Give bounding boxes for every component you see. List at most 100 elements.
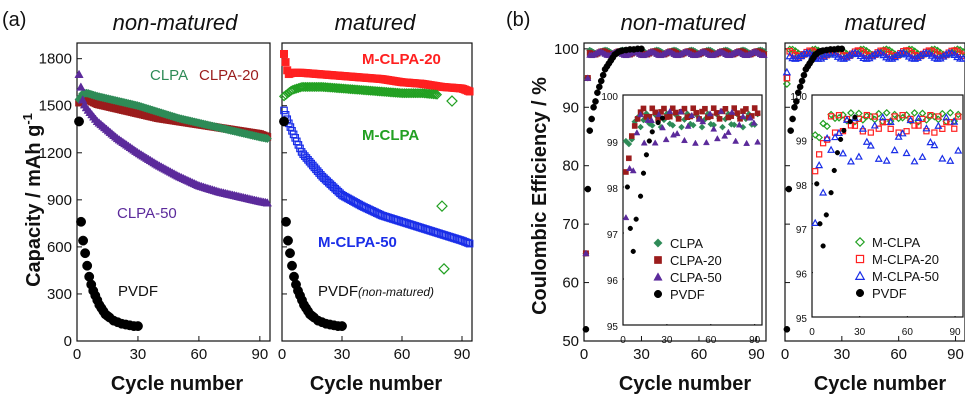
- ce-matured-xtick-label: 90: [947, 346, 964, 363]
- inset-pvdf-point: [633, 216, 639, 222]
- pvdf-ce-m-point: [783, 326, 791, 333]
- m-clpa-outlier: [438, 263, 450, 275]
- inset-point: [655, 110, 663, 118]
- inset-point: [659, 124, 666, 131]
- ce-inset-matured-ytick-label: 98: [796, 181, 808, 192]
- capacity-matured-xtick-label: 0: [278, 346, 286, 363]
- inset-point: [637, 123, 644, 131]
- inset-pvdf-point: [649, 129, 655, 135]
- pvdf-point: [74, 116, 84, 127]
- pvdf-ce-point: [592, 98, 599, 105]
- m-clpa-point: [289, 84, 300, 95]
- inset-pvdf-point: [640, 170, 647, 176]
- inset-m-point: [823, 122, 831, 131]
- inset-point: [724, 128, 732, 135]
- ce-m-point: [927, 51, 937, 59]
- inset-m-point: [882, 156, 891, 164]
- panel-b-label: (b): [506, 9, 530, 31]
- ce-inset-nonmatured-ytick-label: 97: [607, 230, 619, 241]
- capacity-nonmatured-xtick-label: 30: [130, 346, 147, 363]
- ce-nonmatured-xtick-label: 0: [580, 346, 588, 363]
- inset-m-point: [887, 125, 894, 133]
- ce-inset-nonmatured-ytick-label: 96: [607, 276, 619, 287]
- inset-m-point: [938, 109, 947, 118]
- label-m-clpa-20: M-CLPA-20: [362, 51, 441, 68]
- m-clpa20-series: [280, 49, 474, 96]
- inset-point: [640, 105, 647, 112]
- m-clpa-point: [431, 89, 443, 100]
- inset-point: [637, 110, 644, 118]
- inset-m-point: [842, 115, 851, 123]
- pvdf-ce-point: [586, 127, 594, 134]
- ce-m-point: [848, 49, 857, 57]
- inset-bg: [624, 96, 761, 324]
- pvdf-ce-m-point: [789, 115, 796, 123]
- inset-m-point: [819, 119, 827, 128]
- clpa50-point: [74, 69, 84, 78]
- ce-m-point: [893, 50, 902, 59]
- inset-m-point: [847, 109, 855, 117]
- capacity-nonmatured-ytick-label: 1500: [39, 98, 72, 115]
- ce-m-point: [916, 51, 925, 59]
- capacity-nonmatured-ytick-label: 0: [64, 333, 72, 350]
- inset-point: [710, 125, 718, 132]
- inset-point: [695, 115, 703, 122]
- left-ylabel: Capacity / mAh g-1: [20, 113, 45, 287]
- m-clpa-point: [428, 89, 439, 100]
- label-m-clpa-50: M-CLPA-50: [318, 234, 397, 251]
- inset-point: [673, 129, 681, 137]
- capacity-nonmatured-ytick-label: 300: [47, 286, 72, 303]
- inset-m-point: [886, 117, 895, 125]
- inset-m-point: [827, 145, 836, 153]
- inset-m-point: [874, 154, 883, 162]
- ce-matured-xtick-label: 0: [781, 346, 789, 363]
- pvdf-ce-m-point: [785, 185, 793, 193]
- ce-m-point: [910, 54, 920, 62]
- inset-point: [648, 122, 656, 129]
- inset-m-point: [871, 113, 878, 120]
- inset-point: [699, 118, 707, 125]
- m-clpa20-point: [280, 49, 288, 58]
- inset-m-pvdf-point: [838, 136, 844, 142]
- inset-point: [735, 121, 743, 128]
- ce-m-point: [887, 54, 897, 62]
- inset-point: [692, 139, 699, 146]
- inset-pvdf-point: [637, 193, 644, 199]
- inset-m-point: [838, 149, 848, 157]
- inset-m-point: [816, 151, 823, 158]
- m-clpa50-point: [464, 239, 472, 247]
- capacity-nonmatured-xtick-label: 60: [191, 346, 208, 363]
- ce-nonmatured-frame: [583, 42, 767, 342]
- ce-inset-matured-xtick-label: 90: [949, 327, 961, 338]
- pvdf-ce-point: [590, 103, 597, 111]
- m-clpa-point: [430, 89, 441, 100]
- inset-m-pvdf-point: [823, 212, 829, 218]
- capacity-nonmatured-xtick-label: 90: [251, 346, 268, 363]
- ce-inset-nonmatured-ytick-label: 100: [601, 92, 618, 103]
- ce-m-point: [913, 53, 922, 61]
- ce-point: [760, 51, 768, 59]
- capacity-nonmatured-xtick-label: 0: [73, 346, 81, 363]
- inset-point: [667, 113, 673, 120]
- inset-m-point: [854, 152, 863, 160]
- ce-m-point: [919, 49, 928, 57]
- inset-point: [625, 140, 633, 148]
- inset-point: [717, 107, 725, 114]
- xlabel-1: Cycle number: [111, 373, 243, 394]
- inset-frame: [811, 94, 964, 318]
- label-clpa-20: CLPA-20: [199, 67, 259, 84]
- ce-m-point: [950, 50, 959, 58]
- capacity-matured-frame: [281, 42, 473, 342]
- inset-point: [662, 135, 670, 143]
- label-pvdf-b: PVDF(non-matured): [318, 283, 434, 300]
- clpa50-series: [74, 69, 272, 207]
- inset-pvdf-point: [624, 184, 630, 190]
- inset-m-point: [946, 156, 955, 164]
- ce-m-point: [856, 51, 866, 60]
- inset-point: [648, 116, 655, 123]
- inset-m-point: [846, 157, 855, 165]
- inset-m-point: [922, 124, 931, 132]
- ce-m-point: [822, 50, 831, 58]
- inset-point: [706, 110, 714, 117]
- capacity-nonmatured-ytick-label: 600: [47, 239, 72, 256]
